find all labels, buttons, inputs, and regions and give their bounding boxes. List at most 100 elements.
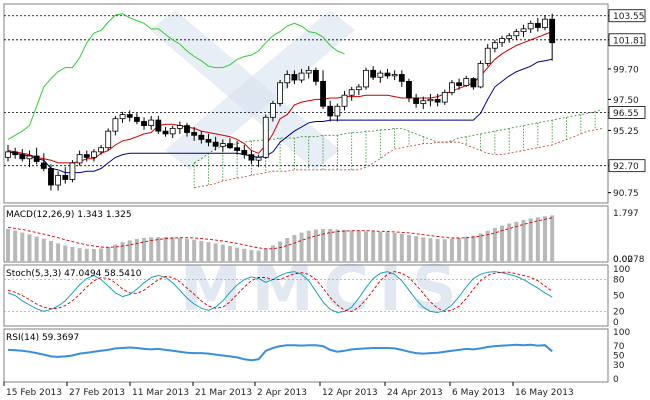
macd-bar bbox=[543, 216, 547, 262]
macd-bar bbox=[199, 240, 204, 262]
macd-bar bbox=[500, 225, 505, 262]
candle-body bbox=[363, 69, 369, 88]
macd-bar bbox=[550, 215, 555, 262]
macd-bar bbox=[106, 246, 111, 262]
candle-body bbox=[133, 116, 140, 122]
x-tick-label: 11 Mar 2013 bbox=[132, 388, 189, 398]
candle-body bbox=[26, 155, 33, 160]
macd-bar bbox=[120, 242, 125, 262]
macd-bar bbox=[306, 230, 311, 262]
macd-bar bbox=[478, 233, 483, 262]
candle bbox=[549, 13, 556, 61]
stoch-tick-label: 20 bbox=[613, 307, 625, 317]
candle-body bbox=[262, 116, 269, 158]
price-label-box bbox=[608, 33, 646, 47]
price-panel: 103.55 101.81 99.70 97.50 96.55 95.25 92.70 90.… bbox=[4, 9, 646, 199]
candle-body bbox=[312, 69, 319, 82]
candle-body bbox=[176, 125, 183, 129]
candle-body bbox=[105, 130, 112, 149]
macd-bar bbox=[192, 239, 197, 262]
candle-body bbox=[205, 139, 212, 143]
candle bbox=[348, 86, 355, 101]
macd-signal-line bbox=[7, 217, 553, 250]
macd-tick-label: 0.0278 bbox=[613, 255, 645, 265]
macd-bar bbox=[113, 244, 118, 262]
candle-body bbox=[470, 78, 477, 88]
candle bbox=[141, 117, 147, 130]
rsi-tick-label: 70 bbox=[613, 342, 625, 352]
candle-body bbox=[334, 105, 341, 117]
y-tick-label: 99.70 bbox=[613, 65, 639, 75]
candle bbox=[520, 24, 527, 38]
candle bbox=[305, 66, 312, 79]
candle-body bbox=[48, 168, 54, 186]
macd-bar bbox=[270, 245, 275, 262]
macd-bar bbox=[414, 236, 419, 262]
watermark: MMCIS bbox=[150, 10, 457, 325]
candle-body bbox=[248, 154, 255, 161]
macd-bar bbox=[292, 234, 297, 262]
macd-bar bbox=[13, 230, 18, 262]
candle bbox=[227, 138, 233, 150]
macd-bar bbox=[63, 245, 68, 262]
candle bbox=[456, 78, 462, 90]
x-tick-label: 16 May 2013 bbox=[515, 388, 574, 398]
macd-bar bbox=[127, 240, 132, 262]
macd-bar bbox=[149, 237, 154, 262]
price-label-box bbox=[608, 159, 646, 173]
y-tick-label: 95.25 bbox=[613, 127, 639, 137]
candle-body bbox=[384, 72, 391, 77]
panel-frame bbox=[3, 328, 609, 383]
macd-bar bbox=[313, 229, 318, 262]
candle-body bbox=[112, 118, 119, 132]
senkou-span-a bbox=[193, 108, 603, 164]
macd-bar bbox=[457, 237, 462, 262]
macd-tick-label: 1.797 bbox=[613, 209, 639, 219]
price-label-box bbox=[608, 106, 646, 119]
candle bbox=[26, 150, 33, 168]
macd-bar bbox=[185, 238, 189, 262]
candle-body bbox=[255, 156, 262, 161]
candle bbox=[441, 89, 448, 105]
macd-bar bbox=[535, 217, 540, 262]
panel-frame bbox=[3, 205, 609, 263]
candle-body bbox=[270, 103, 276, 118]
candle bbox=[463, 75, 470, 87]
y-tick-label: 97.50 bbox=[613, 96, 639, 106]
macd-bar bbox=[56, 243, 61, 262]
macd-bar bbox=[285, 237, 290, 262]
candle-body bbox=[456, 82, 462, 86]
macd-bar bbox=[428, 238, 433, 262]
macd-bar bbox=[471, 235, 476, 262]
macd-bar bbox=[91, 249, 96, 262]
candle bbox=[499, 35, 505, 47]
candle-body bbox=[212, 141, 219, 147]
stoch-title: Stoch(5,3,3) 47.0494 58.5410 bbox=[6, 269, 142, 279]
candle bbox=[413, 93, 420, 108]
rsi-tick-label: 30 bbox=[613, 361, 625, 371]
macd-bar bbox=[27, 234, 32, 262]
candle bbox=[255, 154, 262, 168]
macd-bar bbox=[242, 248, 247, 262]
candle-body bbox=[463, 78, 470, 86]
candle-body bbox=[198, 134, 205, 140]
candle bbox=[219, 139, 226, 152]
candle bbox=[83, 150, 90, 162]
candle bbox=[148, 115, 155, 130]
candle-body bbox=[534, 22, 541, 28]
candle bbox=[484, 44, 491, 67]
macd-bar bbox=[213, 243, 218, 262]
candle-body bbox=[184, 125, 190, 133]
candle bbox=[5, 144, 11, 162]
macd-bar bbox=[263, 248, 268, 262]
macd-title: MACD(12,26,9) 1.343 1.325 bbox=[6, 210, 132, 220]
candle bbox=[119, 111, 126, 123]
candle bbox=[434, 93, 441, 107]
macd-bar bbox=[342, 230, 347, 262]
candle-body bbox=[83, 154, 90, 158]
candle-body bbox=[76, 154, 83, 164]
candle-body bbox=[398, 74, 405, 82]
candle bbox=[477, 60, 484, 89]
